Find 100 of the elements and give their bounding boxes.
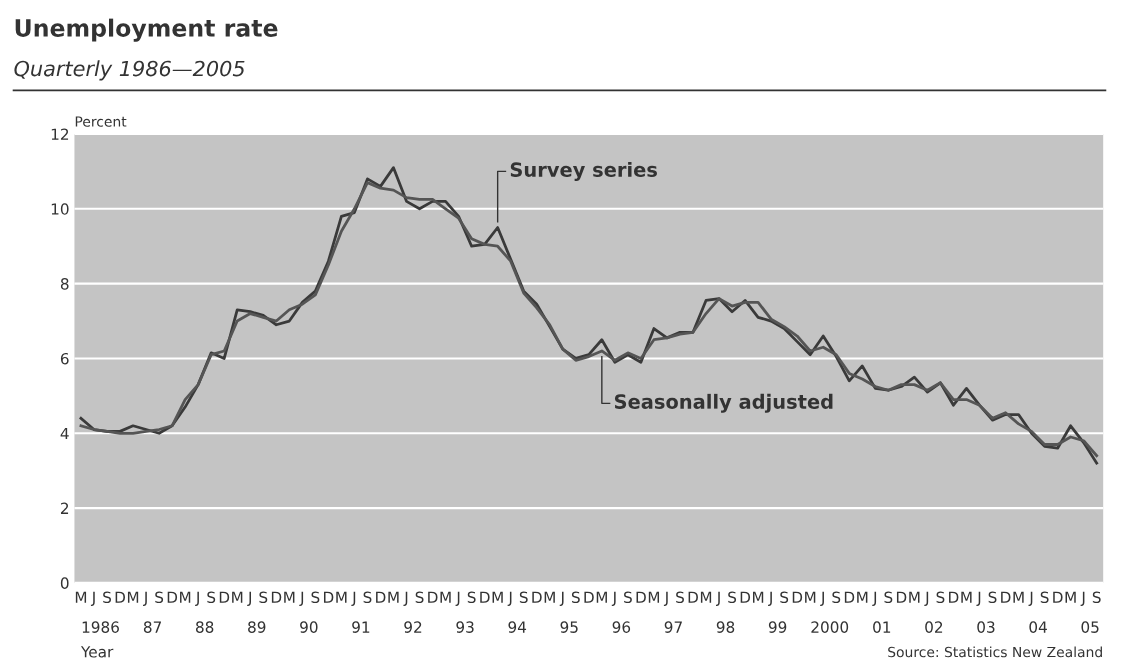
- x-tick-label: J: [611, 591, 616, 606]
- x-tick-label: M: [180, 591, 191, 603]
- text: 05: [1081, 621, 1099, 633]
- x-tick-label: D: [949, 591, 959, 603]
- source-note: Source: Statistics New Zealand: [888, 646, 1102, 658]
- x-tick-label: M: [127, 591, 139, 603]
- x-tick-label: J: [455, 591, 460, 606]
- x-tick-label: J: [247, 591, 251, 606]
- text: 96: [612, 621, 631, 633]
- text: 2000: [811, 621, 849, 633]
- chart-title: Unemployment rate: [15, 18, 278, 42]
- text: 88: [195, 621, 214, 633]
- x-tick-label: S: [1092, 591, 1101, 604]
- x-tick-label: J: [820, 591, 824, 606]
- x-tick-label: J: [663, 591, 668, 606]
- x-tick-label: D: [167, 591, 178, 603]
- text: 02: [925, 621, 943, 633]
- x-tick-label: M: [857, 591, 868, 603]
- x-tick-label: S: [103, 591, 111, 604]
- x-tick-label: J: [351, 591, 356, 606]
- x-tick-label: J: [1028, 591, 1033, 606]
- text: 1986: [82, 621, 119, 633]
- x-tick-label: D: [1001, 591, 1011, 603]
- x-tick-label: S: [311, 591, 320, 604]
- x-tick-label: M: [232, 591, 243, 603]
- series-label: Seasonally adjusted: [614, 393, 833, 413]
- x-tick-label: M: [75, 591, 87, 603]
- x-tick-label: D: [271, 591, 282, 603]
- x-tick-label: M: [961, 591, 972, 603]
- text: 92: [404, 621, 422, 633]
- x-tick-label: M: [753, 591, 764, 603]
- x-tick-label: M: [648, 591, 660, 603]
- y-tick-label: 8: [60, 278, 69, 290]
- text: Survey series: [510, 161, 657, 181]
- x-tick-label: S: [259, 591, 268, 604]
- x-tick-label: J: [924, 591, 929, 606]
- text: 97: [664, 621, 682, 633]
- text: 87: [143, 621, 161, 633]
- x-tick-label: J: [195, 591, 199, 606]
- x-tick-label: M: [700, 591, 712, 603]
- x-tick-label: S: [624, 591, 632, 604]
- x-tick-label: S: [728, 591, 737, 604]
- x-axis-title: Year: [80, 646, 114, 658]
- x-tick-label: D: [428, 591, 438, 603]
- x-tick-label: D: [584, 591, 594, 603]
- x-tick-label: D: [115, 591, 125, 603]
- text: 94: [508, 621, 527, 633]
- x-tick-label: D: [740, 591, 751, 603]
- x-tick-label: D: [323, 591, 334, 603]
- x-tick-label: S: [571, 591, 580, 604]
- x-tick-label: D: [688, 591, 698, 603]
- x-tick-label: M: [284, 591, 295, 603]
- x-tick-label: J: [90, 591, 95, 606]
- chart-subtitle: Quarterly 1986—2005: [14, 60, 245, 81]
- x-tick-label: D: [1053, 591, 1063, 603]
- text: 98: [716, 621, 735, 633]
- x-tick-label: M: [492, 591, 503, 603]
- text: 90: [300, 621, 318, 633]
- y-tick-label: 2: [60, 502, 69, 514]
- x-tick-label: J: [976, 591, 981, 606]
- text: 03: [977, 621, 995, 633]
- x-tick-label: S: [467, 591, 476, 604]
- x-tick-label: S: [936, 591, 945, 604]
- text: 95: [560, 621, 578, 633]
- x-tick-label: D: [219, 591, 230, 603]
- text: 01: [873, 621, 891, 633]
- text: 99: [768, 621, 787, 633]
- x-tick-label: S: [676, 591, 684, 604]
- text: 89: [248, 621, 266, 633]
- x-tick-label: D: [896, 591, 907, 603]
- x-tick-label: M: [388, 591, 399, 603]
- y-axis-title: Percent: [75, 116, 127, 127]
- x-tick-label: D: [844, 591, 855, 603]
- x-tick-label: S: [207, 591, 216, 604]
- text: 04: [1029, 621, 1047, 633]
- x-tick-label: J: [872, 591, 877, 606]
- x-tick-label: J: [403, 591, 408, 606]
- text: 93: [456, 621, 474, 633]
- x-tick-label: J: [507, 591, 512, 606]
- x-tick-label: S: [415, 591, 424, 604]
- x-tick-label: D: [636, 591, 646, 603]
- x-tick-label: M: [336, 591, 347, 603]
- x-tick-label: M: [1013, 591, 1024, 603]
- x-tick-label: S: [155, 591, 164, 604]
- x-tick-label: S: [519, 591, 528, 604]
- y-tick-label: 10: [51, 203, 69, 215]
- x-tick-label: J: [1080, 591, 1085, 606]
- y-tick-label: 6: [60, 352, 69, 365]
- x-tick-label: S: [1040, 591, 1049, 604]
- x-tick-label: S: [988, 591, 997, 604]
- x-tick-label: M: [544, 591, 555, 603]
- x-tick-label: D: [792, 591, 803, 603]
- x-tick-label: D: [376, 591, 386, 603]
- x-tick-label: M: [1065, 591, 1076, 603]
- x-tick-label: S: [832, 591, 841, 604]
- x-tick-label: D: [532, 591, 542, 603]
- x-tick-label: S: [780, 591, 789, 604]
- x-tick-label: D: [480, 591, 490, 603]
- x-tick-label: M: [596, 591, 607, 603]
- x-tick-label: J: [299, 591, 304, 606]
